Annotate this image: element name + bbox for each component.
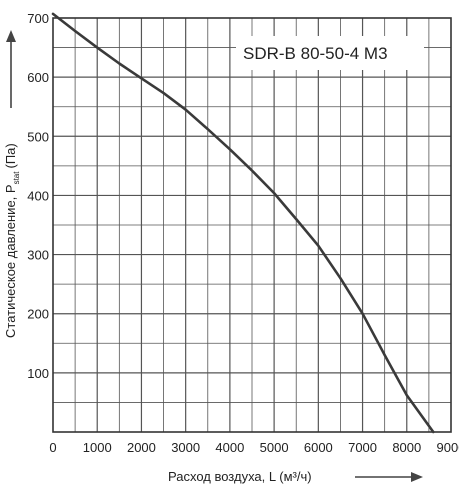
chart-title: SDR-B 80-50-4 M3 [243, 44, 388, 63]
svg-text:Статическое давление, Pstat(Па: Статическое давление, Pstat (Па) [3, 143, 21, 338]
y-tick-label: 100 [27, 366, 49, 381]
x-tick-label: 8000 [392, 440, 421, 455]
y-axis-title-unit: (Па) [3, 143, 18, 168]
y-axis-arrow-icon [6, 30, 16, 108]
x-axis-title: Расход воздуха, L (м³/ч) [168, 469, 312, 484]
x-tick-label: 5000 [260, 440, 289, 455]
series-line [51, 12, 435, 434]
axes [52, 17, 452, 433]
x-tick-label: 7000 [348, 440, 377, 455]
x-axis-arrow-icon [355, 472, 423, 482]
y-tick-label: 300 [27, 248, 49, 263]
x-tick-label: 6000 [304, 440, 333, 455]
y-axis-title-sub: stat [12, 171, 21, 185]
y-axis-title-main: Статическое давление, P [3, 184, 18, 338]
y-axis-title: Статическое давление, Pstat (Па) [3, 143, 21, 338]
x-tick-label: 0 [49, 440, 56, 455]
y-tick-label: 200 [27, 307, 49, 322]
x-tick-label: 2000 [127, 440, 156, 455]
x-tick-label: 9000 [437, 440, 459, 455]
x-tick-label: 4000 [215, 440, 244, 455]
series [51, 12, 435, 434]
plot-frame [52, 17, 452, 433]
x-tick-label: 3000 [171, 440, 200, 455]
tick-labels: 0 1000 2000 3000 4000 5000 6000 7000 8000 9000 100… [27, 11, 459, 455]
y-tick-label: 400 [27, 188, 49, 203]
x-tick-label: 1000 [83, 440, 112, 455]
grid [53, 18, 451, 432]
chart-title-box [236, 36, 424, 70]
y-tick-label: 500 [27, 129, 49, 144]
y-tick-label: 700 [27, 11, 49, 26]
y-tick-label: 600 [27, 70, 49, 85]
